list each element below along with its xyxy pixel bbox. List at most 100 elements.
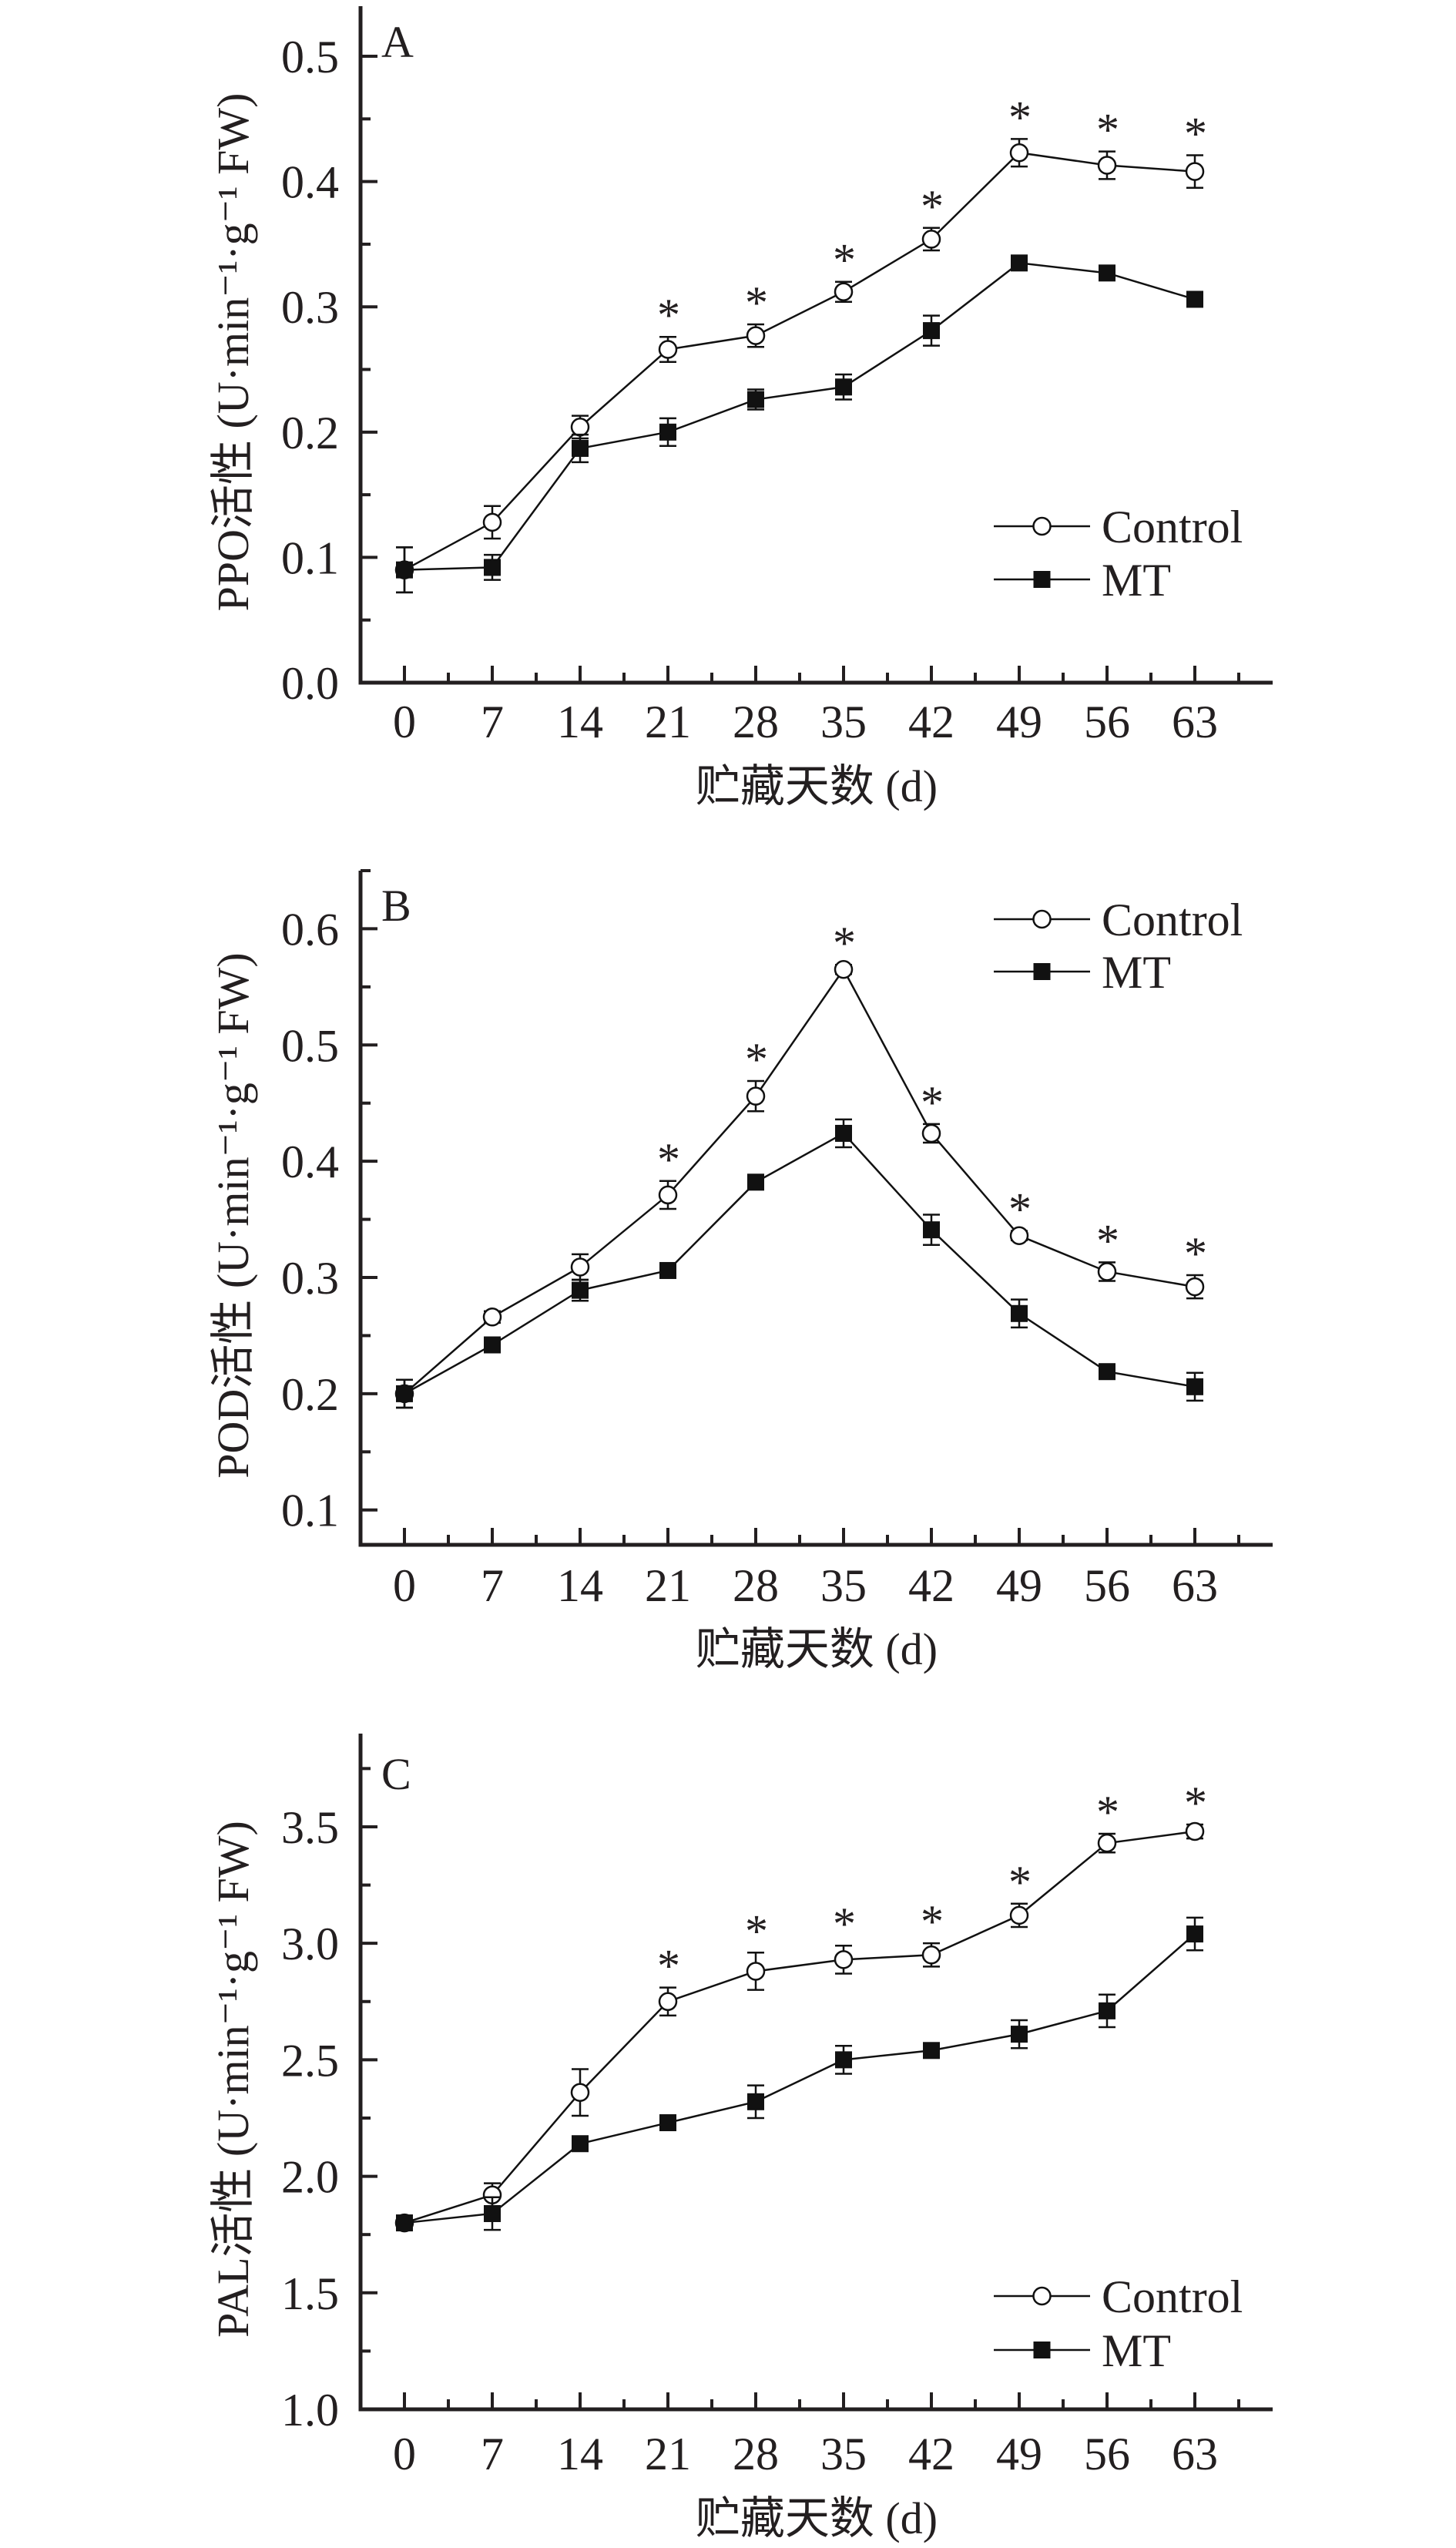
panel-label: B <box>381 881 411 931</box>
legend-marker-control <box>1032 909 1052 929</box>
y-tick-label: 0.2 <box>281 408 339 458</box>
y-tick-label: 0.5 <box>281 32 339 82</box>
data-point-control <box>1009 143 1029 163</box>
data-point-mt <box>659 2114 676 2132</box>
data-point-control <box>658 1992 678 2012</box>
significance-asterisk: * <box>745 1905 768 1956</box>
data-point-mt <box>747 391 764 408</box>
y-axis-title: PPO活性 (U·min⁻¹·g⁻¹ FW) <box>208 93 258 612</box>
data-point-mt <box>484 559 501 576</box>
legend-label: MT <box>1102 2325 1171 2376</box>
data-point-control <box>746 1962 766 1981</box>
x-tick-label: 49 <box>996 1560 1042 1611</box>
x-tick-label: 63 <box>1172 1560 1218 1611</box>
legend-label: Control <box>1102 502 1243 552</box>
data-point-control <box>834 1950 854 1969</box>
y-axis-title: PAL活性 (U·min⁻¹·g⁻¹ FW) <box>208 1821 258 2338</box>
series-line-mt <box>404 262 1196 571</box>
series-line-control <box>404 151 1196 571</box>
x-tick-label: 35 <box>820 697 867 747</box>
chart-panel-A: 0.0 0.1 0.2 0.3 0.4 0.5 0 7 14 21 28 35 42 49 56 63 贮藏天数… <box>208 6 1273 811</box>
y-tick-label: 1.5 <box>281 2268 339 2319</box>
significance-asterisk: * <box>1096 1215 1119 1266</box>
y-tick-label: 2.0 <box>281 2152 339 2203</box>
panel-label: C <box>381 1749 411 1799</box>
y-tick-label: 0.1 <box>281 1485 339 1536</box>
significance-asterisk: * <box>921 1077 944 1128</box>
x-tick-label: 49 <box>996 2429 1042 2479</box>
significance-asterisk: * <box>657 290 680 341</box>
data-point-control <box>570 2083 590 2102</box>
data-point-mt <box>747 1173 764 1191</box>
data-point-mt <box>1011 254 1028 272</box>
data-point-mt <box>1099 2002 1115 2019</box>
significance-asterisk: * <box>1184 1778 1207 1828</box>
panel-label: A <box>381 17 414 67</box>
x-tick-label: 42 <box>908 2429 954 2479</box>
y-tick-label: 3.0 <box>281 1919 339 1969</box>
x-tick-label: 56 <box>1084 697 1130 747</box>
data-point-mt <box>1011 2026 1028 2043</box>
series-mt <box>396 254 1203 594</box>
data-point-control <box>1097 156 1117 175</box>
x-axis-title: 贮藏天数 (d) <box>696 761 938 811</box>
series-line-mt <box>404 1933 1196 2224</box>
significance-asterisk: * <box>1008 92 1032 143</box>
series-mt <box>396 1916 1203 2232</box>
data-point-control <box>1185 1821 1205 1841</box>
significance-asterisk: * <box>1184 1228 1207 1279</box>
x-tick-label: 21 <box>645 2429 691 2479</box>
y-tick-label: 0.1 <box>281 532 339 583</box>
x-axis-title: 贮藏天数 (d) <box>696 2493 938 2543</box>
x-tick-label: 0 <box>393 2429 416 2479</box>
data-point-mt <box>1011 1304 1028 1322</box>
significance-asterisk: * <box>1096 1787 1119 1838</box>
y-tick-label: 0.0 <box>281 658 339 709</box>
data-point-control <box>482 1308 502 1327</box>
data-point-mt <box>659 423 676 441</box>
legend-marker-control <box>1032 516 1052 536</box>
y-tick-label: 0.2 <box>281 1369 339 1420</box>
series-line-control <box>404 967 1196 1395</box>
x-tick-label: 14 <box>557 697 603 747</box>
x-tick-label: 28 <box>733 1560 779 1611</box>
data-point-mt <box>572 439 589 457</box>
data-point-mt <box>659 1261 676 1279</box>
data-point-control <box>921 230 941 249</box>
significance-asterisk: * <box>833 235 856 286</box>
data-point-control <box>482 512 502 532</box>
data-point-control <box>1009 1226 1029 1245</box>
series-control <box>394 1821 1205 2233</box>
chart-panel-C: 1.0 1.5 2.0 2.5 3.0 3.5 0 7 14 21 28 35 42 49 56 63 贮藏天数… <box>208 1734 1273 2543</box>
chart-panel-B: 0.1 0.2 0.3 0.4 0.5 0.6 0 7 14 21 28 35 42 49 56 63 贮藏天数… <box>208 869 1273 1674</box>
legend-label: MT <box>1102 555 1171 606</box>
data-point-mt <box>1099 264 1115 282</box>
series-line-mt <box>404 1132 1196 1395</box>
data-point-control <box>570 1257 590 1277</box>
x-tick-label: 49 <box>996 697 1042 747</box>
x-tick-label: 14 <box>557 2429 603 2479</box>
data-point-mt <box>1186 1378 1203 1395</box>
x-tick-label: 63 <box>1172 697 1218 747</box>
data-point-mt <box>747 2093 764 2110</box>
y-tick-label: 3.5 <box>281 1802 339 1853</box>
x-tick-label: 35 <box>820 1560 867 1611</box>
x-tick-label: 28 <box>733 697 779 747</box>
legend-label: Control <box>1102 2271 1243 2322</box>
legend-marker-mt <box>1033 571 1051 588</box>
data-point-mt <box>923 322 940 340</box>
data-point-mt <box>484 1336 501 1354</box>
data-point-control <box>834 959 854 979</box>
data-point-mt <box>835 2051 852 2069</box>
data-point-control <box>1097 1833 1117 1853</box>
y-tick-label: 0.4 <box>281 157 339 208</box>
data-point-control <box>1185 1277 1205 1297</box>
significance-asterisk: * <box>1008 1857 1032 1908</box>
significance-asterisk: * <box>833 1898 856 1949</box>
data-point-mt <box>1186 1925 1203 1943</box>
data-point-mt <box>923 2042 940 2060</box>
data-point-mt <box>923 1221 940 1239</box>
y-tick-label: 0.3 <box>281 1253 339 1304</box>
